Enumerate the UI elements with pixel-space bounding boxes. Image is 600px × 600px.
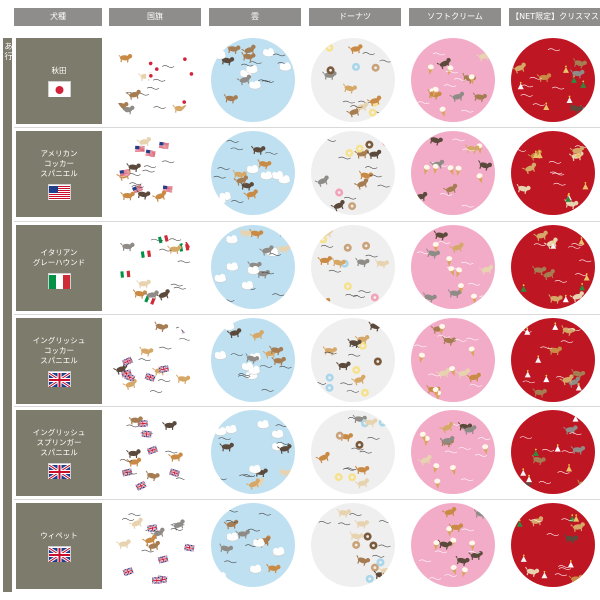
donut-pattern-image[interactable] (311, 318, 395, 402)
row-divider (14, 127, 600, 128)
softcream-pattern-art (414, 323, 482, 401)
flag-pattern-image[interactable] (111, 410, 195, 494)
italy-flag-icon (47, 272, 71, 289)
christmas-pattern-image[interactable] (511, 410, 595, 494)
flag-pattern-image[interactable] (111, 225, 195, 309)
uk-flag-icon (47, 545, 71, 563)
cloud-pattern-image[interactable] (211, 38, 295, 122)
header-donut: ドーナツ (309, 8, 401, 26)
donut-pattern-image[interactable] (311, 38, 395, 122)
donut-pattern-image[interactable] (311, 503, 395, 587)
header-christmas: 【NET限定】クリスマス (509, 8, 600, 26)
flag-pattern-image[interactable] (111, 503, 195, 587)
cloud-pattern-image[interactable] (211, 410, 295, 494)
christmas-pattern-art (513, 145, 589, 210)
table-row: イングリッシュ コッカー スパニエル (14, 318, 600, 410)
side-tab: あ行 (3, 38, 13, 592)
cloud-pattern-art (214, 321, 292, 392)
table-row: イタリアン グレーハウンド (14, 225, 600, 317)
header-cloud: 雲 (209, 8, 301, 26)
flag-pattern-art (114, 53, 195, 115)
breed-cell: ウィペット (16, 503, 102, 589)
softcream-pattern-image[interactable] (411, 318, 495, 402)
cloud-pattern-image[interactable] (211, 131, 295, 215)
softcream-pattern-art (417, 51, 491, 117)
flag-pattern-image[interactable] (111, 318, 195, 402)
breed-cell: イタリアン グレーハウンド (16, 225, 102, 311)
table-row: ウィペット (14, 503, 600, 595)
flag-pattern-art (119, 416, 189, 492)
uk-flag-icon (47, 370, 71, 388)
softcream-pattern-image[interactable] (411, 410, 495, 494)
header-flag: 国旗 (109, 8, 201, 26)
cloud-pattern-art (214, 509, 286, 581)
header-softcream: ソフトクリーム (409, 8, 501, 26)
softcream-pattern-image[interactable] (411, 225, 495, 309)
cloud-pattern-art (214, 227, 293, 302)
breed-cell: 秋田 (16, 38, 102, 124)
flag-pattern-art (113, 321, 192, 393)
flag-pattern-image[interactable] (111, 38, 195, 122)
cloud-pattern-image[interactable] (211, 318, 295, 402)
softcream-pattern-image[interactable] (411, 131, 495, 215)
softcream-pattern-art (418, 506, 489, 580)
table-row: イングリッシュ スプリンガー スパニエル (14, 410, 600, 502)
christmas-pattern-art (520, 230, 592, 304)
christmas-pattern-art (516, 514, 594, 584)
softcream-pattern-art (412, 134, 493, 208)
flag-pattern-art (120, 234, 191, 305)
flag-pattern-image[interactable] (111, 131, 195, 215)
breed-name: イタリアン グレーハウンド (32, 247, 86, 267)
flag-pattern-art (116, 513, 195, 585)
table-row: 秋田 (14, 38, 600, 130)
breed-cell: イングリッシュ コッカー スパニエル (16, 318, 102, 404)
breed-name: ウィペット (40, 530, 78, 540)
row-divider (14, 314, 600, 315)
usa-flag-icon (47, 183, 71, 200)
japan-flag-icon (47, 80, 71, 97)
cloud-pattern-art (213, 44, 292, 104)
christmas-pattern-image[interactable] (511, 318, 595, 402)
cloud-pattern-image[interactable] (211, 503, 295, 587)
christmas-pattern-art (519, 322, 586, 398)
row-divider (14, 406, 600, 407)
breed-name: イングリッシュ スプリンガー スパニエル (32, 427, 86, 457)
breed-cell: イングリッシュ スプリンガー スパニエル (16, 410, 102, 496)
softcream-pattern-image[interactable] (411, 503, 495, 587)
softcream-pattern-art (416, 230, 494, 305)
donut-pattern-art (313, 321, 383, 397)
donut-pattern-art (316, 228, 390, 306)
christmas-pattern-image[interactable] (511, 38, 595, 122)
uk-flag-icon (47, 462, 71, 480)
donut-pattern-art (314, 138, 390, 212)
cloud-pattern-art (213, 140, 291, 205)
flag-pattern-art (116, 137, 175, 202)
christmas-pattern-art (516, 414, 593, 490)
row-divider (14, 221, 600, 222)
donut-pattern-image[interactable] (311, 131, 395, 215)
row-divider (14, 499, 600, 500)
donut-pattern-art (322, 43, 392, 118)
breed-name: アメリカン コッカー スパニエル (40, 148, 78, 178)
donut-pattern-image[interactable] (311, 225, 395, 309)
table-row: アメリカン コッカー スパニエル (14, 131, 600, 223)
header-breed: 犬種 (14, 8, 102, 26)
cloud-pattern-art (214, 420, 293, 490)
christmas-pattern-image[interactable] (511, 225, 595, 309)
softcream-pattern-image[interactable] (411, 38, 495, 122)
christmas-pattern-art (511, 48, 595, 116)
breed-cell: アメリカン コッカー スパニエル (16, 131, 102, 217)
breed-name: 秋田 (51, 65, 67, 75)
donut-pattern-art (318, 508, 393, 583)
cloud-pattern-image[interactable] (211, 225, 295, 309)
side-tab-label: あ行 (4, 42, 13, 61)
christmas-pattern-image[interactable] (511, 131, 595, 215)
donut-pattern-image[interactable] (311, 410, 395, 494)
donut-pattern-art (315, 414, 387, 489)
breed-name: イングリッシュ コッカー スパニエル (32, 335, 86, 365)
softcream-pattern-art (417, 421, 491, 490)
christmas-pattern-image[interactable] (511, 503, 595, 587)
